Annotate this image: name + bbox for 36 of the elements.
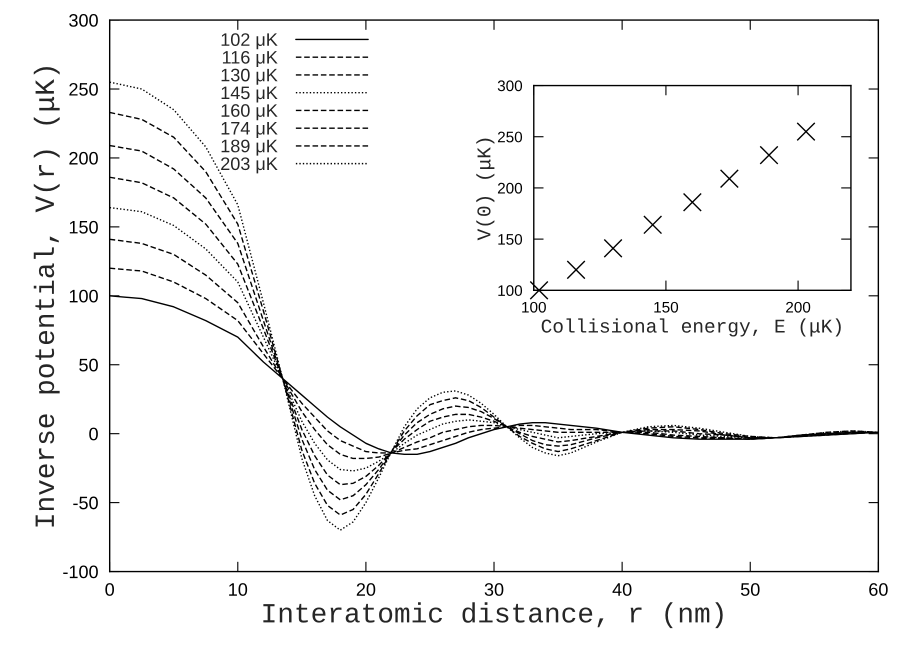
- legend-label: 203 μK: [221, 157, 278, 174]
- legend-label: 102 μK: [222, 33, 278, 50]
- y-tick-label: -50: [73, 496, 98, 510]
- x-tick-label: 30: [484, 583, 504, 596]
- y-tick-label: 0: [89, 428, 98, 440]
- y-tick-label: 300: [69, 14, 98, 27]
- y-tick-label: 50: [79, 358, 98, 372]
- y-tick-label: 100: [70, 290, 98, 303]
- x-tick-label: 150: [654, 302, 678, 313]
- legend-label: 160 μK: [222, 104, 278, 120]
- y-tick-label: 300: [498, 80, 522, 92]
- y-tick-label: 200: [498, 182, 522, 194]
- x-tick-label: 20: [356, 583, 376, 596]
- x-tick-label: 40: [612, 583, 632, 596]
- y-axis-title: Inverse potential, V(r) (μK): [34, 67, 60, 526]
- legend-label: 130 μK: [222, 68, 278, 85]
- y-tick-label: 250: [498, 132, 522, 142]
- x-tick-label: 60: [869, 583, 888, 596]
- y-tick-label: 150: [498, 234, 522, 245]
- y-tick-label: 150: [70, 220, 98, 234]
- legend-label: 189 μK: [222, 140, 278, 156]
- legend-label: 116 μK: [222, 50, 278, 68]
- x-tick-label: 10: [229, 583, 248, 596]
- x-tick-label: 100: [522, 302, 546, 313]
- x-axis-title: Interatomic distance, r (nm): [263, 602, 723, 628]
- y-tick-label: 200: [69, 152, 98, 165]
- y-tick-label: 100: [498, 285, 522, 296]
- x-tick-label: 200: [786, 302, 810, 313]
- y-tick-label: 250: [69, 82, 98, 96]
- legend-label: 174 μK: [222, 122, 278, 138]
- legend-label: 145 μK: [222, 86, 278, 102]
- x-tick-label: 0: [105, 583, 114, 596]
- x-axis-title: Collisional energy, E (μK): [542, 318, 841, 337]
- x-tick-label: 50: [740, 583, 760, 596]
- y-tick-label: -100: [63, 565, 98, 578]
- y-axis-title: V(0) (μK): [476, 138, 494, 240]
